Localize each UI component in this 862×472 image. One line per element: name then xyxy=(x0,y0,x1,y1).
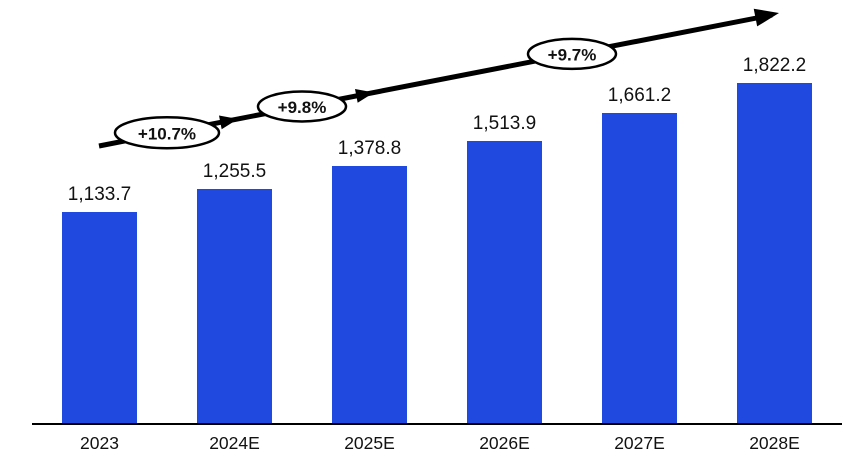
bar-2028E xyxy=(737,83,812,423)
bar-value-label: 1,133.7 xyxy=(67,184,132,205)
bar-2025E xyxy=(332,166,407,423)
bar-2027E xyxy=(602,113,677,423)
x-axis-label: 2024E xyxy=(209,433,260,453)
x-axis-label: 2026E xyxy=(479,433,530,453)
bar-value-label: 1,378.8 xyxy=(337,138,402,159)
bar-2023 xyxy=(62,212,137,423)
bar-2026E xyxy=(467,141,542,423)
bar-value-label: 1,513.9 xyxy=(472,113,537,134)
bar-2024E xyxy=(197,189,272,423)
x-axis-label: 2027E xyxy=(614,433,665,453)
bar-value-label: 1,255.5 xyxy=(202,161,267,182)
x-axis-label: 2023 xyxy=(80,433,119,453)
x-axis-label: 2028E xyxy=(749,433,800,453)
bar-value-label: 1,822.2 xyxy=(742,55,807,76)
bar-value-label: 1,661.2 xyxy=(607,85,672,106)
x-axis-label: 2025E xyxy=(344,433,395,453)
x-axis-line xyxy=(32,423,842,425)
